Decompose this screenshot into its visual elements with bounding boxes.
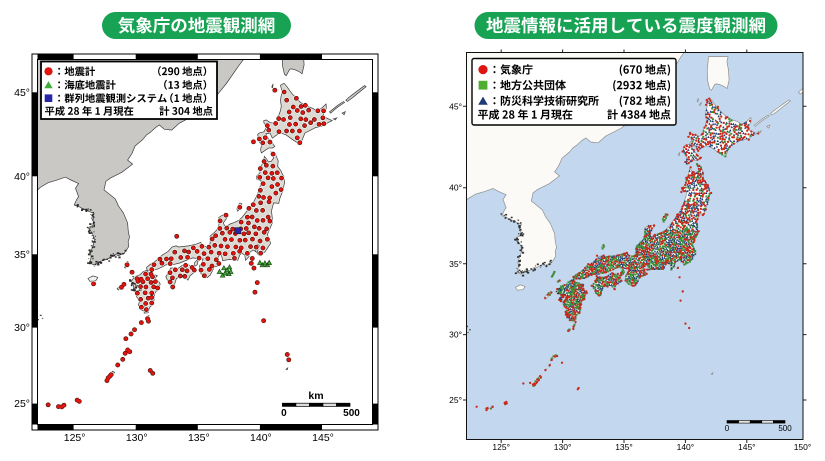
- svg-text:40°: 40°: [449, 183, 462, 193]
- svg-text:125°: 125°: [64, 432, 86, 444]
- svg-text:km: km: [308, 390, 323, 402]
- svg-text:35°: 35°: [14, 249, 30, 261]
- svg-text:140°: 140°: [250, 432, 272, 444]
- svg-text:30°: 30°: [449, 330, 462, 340]
- svg-text:140°: 140°: [677, 442, 695, 452]
- svg-text:35°: 35°: [449, 259, 462, 269]
- svg-text:0: 0: [725, 424, 730, 433]
- svg-text:25°: 25°: [449, 395, 462, 405]
- svg-text:40°: 40°: [14, 171, 30, 183]
- svg-text:30°: 30°: [14, 322, 30, 334]
- svg-text:0: 0: [281, 408, 287, 419]
- svg-text:500: 500: [778, 424, 792, 433]
- svg-text:135°: 135°: [615, 442, 633, 452]
- svg-text:125°: 125°: [492, 442, 510, 452]
- svg-text:130°: 130°: [554, 442, 572, 452]
- svg-text:145°: 145°: [312, 432, 334, 444]
- svg-text:135°: 135°: [188, 432, 210, 444]
- svg-text:45°: 45°: [14, 87, 30, 99]
- svg-text:500: 500: [343, 408, 360, 419]
- svg-text:130°: 130°: [126, 432, 148, 444]
- svg-text:150°: 150°: [794, 442, 812, 452]
- svg-text:45°: 45°: [449, 101, 462, 111]
- svg-text:25°: 25°: [14, 398, 30, 410]
- svg-text:145°: 145°: [738, 442, 756, 452]
